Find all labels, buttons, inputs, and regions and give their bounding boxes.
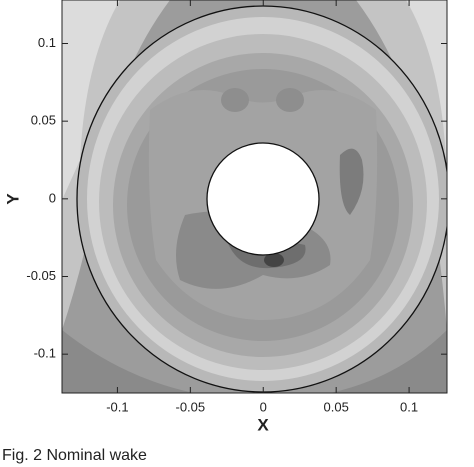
y-tick-label: 0.1 [38,35,56,50]
y-tick-label: 0 [49,190,56,205]
caption: Fig. 2 Nominal wake [2,447,147,464]
x-tick-label: -0.1 [106,399,128,414]
contour-field [62,0,447,393]
x-tick-label: 0 [260,399,267,414]
y-axis-title: Y [3,193,22,205]
x-tick-label: 0.1 [400,399,418,414]
x-tick-label: -0.05 [176,399,206,414]
y-tick-label: 0.05 [31,113,56,128]
x-tick-label: 0.05 [324,399,349,414]
x-axis-title: X [257,415,269,434]
y-tick-label: -0.05 [26,268,56,283]
plot-frame [61,0,448,394]
y-tick-label: -0.1 [34,346,56,361]
